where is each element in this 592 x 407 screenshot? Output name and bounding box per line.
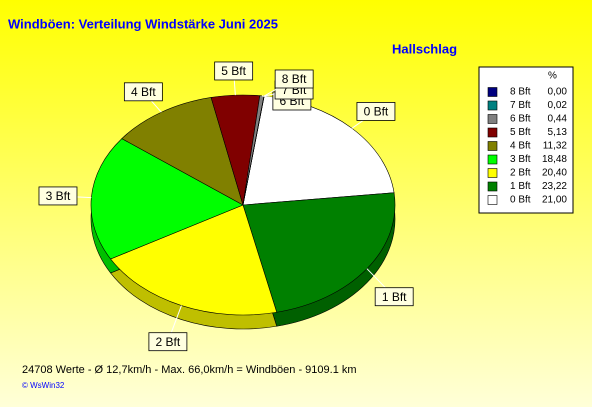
legend-value: 5,13 — [548, 127, 568, 138]
callout-box — [374, 287, 414, 307]
pie-slice — [242, 192, 396, 313]
legend-header: % — [548, 71, 557, 82]
legend-swatch — [487, 168, 498, 178]
slice-label: 8 Bft — [282, 72, 307, 86]
callout-box — [356, 102, 396, 121]
legend-value: 11,32 — [543, 141, 568, 152]
slice-label: 3 Bft — [46, 189, 71, 203]
pie-slice — [121, 97, 244, 206]
legend-label: 8 Bft — [510, 87, 531, 98]
chart-subtitle: Hallschlag — [392, 41, 457, 56]
chart-title: Windböen: Verteilung Windstärke Juni 202… — [8, 16, 278, 31]
slice-label: 5 Bft — [221, 64, 246, 78]
legend-swatch — [487, 141, 498, 151]
callout-box — [274, 69, 314, 89]
legend-label: 5 Bft — [510, 127, 531, 138]
legend-value: 0,02 — [548, 100, 568, 111]
legend-label: 7 Bft — [510, 100, 531, 111]
legend-value: 0,44 — [548, 114, 568, 125]
legend-label: 6 Bft — [510, 114, 531, 125]
legend-value: 20,40 — [542, 168, 567, 179]
legend-label: 4 Bft — [510, 141, 531, 152]
callout-box — [148, 332, 188, 352]
slice-label: 0 Bft — [364, 105, 389, 119]
legend-value: 21,00 — [542, 195, 567, 206]
slice-label: 4 Bft — [131, 85, 156, 99]
legend-swatch — [487, 87, 498, 97]
slice-label: 2 Bft — [156, 335, 181, 349]
callout-box — [123, 82, 163, 102]
slice-label: 1 Bft — [382, 290, 407, 304]
legend-swatch — [487, 195, 498, 205]
legend-label: 2 Bft — [510, 168, 531, 179]
legend-value: 0,00 — [548, 87, 568, 98]
footer: 24708 Werte - Ø 12,7km/h - Max. 66,0km/h… — [22, 364, 357, 376]
legend-swatch — [487, 181, 498, 192]
legend-label: 0 Bft — [510, 195, 531, 206]
legend-swatch — [487, 127, 498, 138]
legend-value: 18,48 — [542, 154, 567, 165]
legend-swatch — [487, 114, 498, 124]
legend-swatch — [487, 100, 498, 111]
pie-slice — [110, 204, 278, 316]
legend-label: 3 Bft — [510, 154, 531, 165]
credit: © WsWin32 — [22, 381, 65, 390]
legend-value: 23,22 — [542, 181, 567, 192]
legend-swatch — [487, 154, 498, 165]
callout-box — [38, 186, 78, 206]
legend-label: 1 Bft — [510, 181, 531, 192]
callout-box — [214, 61, 254, 81]
